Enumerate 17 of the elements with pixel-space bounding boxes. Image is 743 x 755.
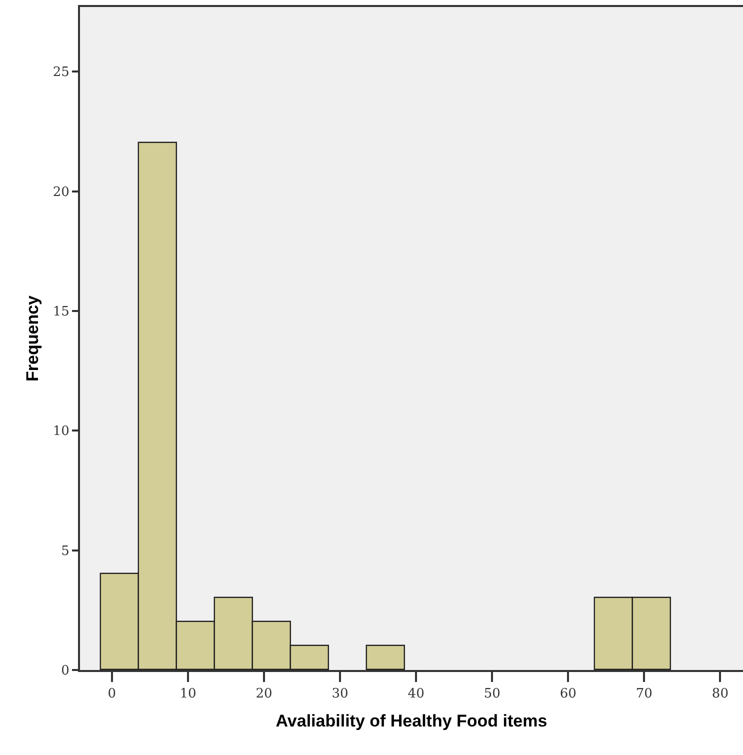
x-tick-label: 50	[484, 686, 500, 702]
x-tick-label: 30	[332, 686, 348, 702]
x-tick-label: 10	[180, 686, 196, 702]
x-tick-label: 60	[560, 686, 576, 702]
x-axis-title: Avaliability of Healthy Food items	[276, 712, 548, 730]
y-tick-label: 5	[61, 544, 70, 559]
y-tick-label: 25	[52, 65, 70, 80]
y-tick-label: 20	[52, 184, 70, 200]
x-tick-label: 70	[636, 686, 652, 702]
x-tick-label: 80	[712, 686, 728, 702]
x-tick-label: 40	[408, 686, 424, 702]
y-axis-title: Frequency	[22, 294, 42, 382]
y-tick-label: 15	[52, 304, 70, 320]
y-tick-label: 10	[52, 424, 70, 440]
y-tick-label: 0	[61, 664, 70, 679]
x-tick-label: 20	[256, 686, 272, 702]
x-tick-label: 0	[108, 686, 116, 702]
